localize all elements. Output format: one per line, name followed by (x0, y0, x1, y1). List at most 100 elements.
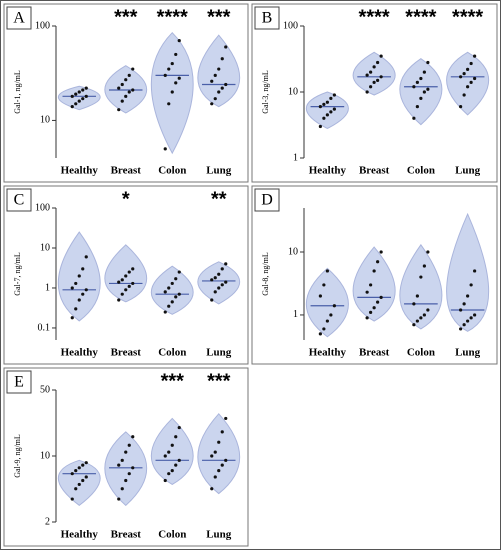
data-point (81, 463, 85, 467)
data-point (412, 85, 416, 89)
data-point (469, 283, 473, 287)
data-point (213, 450, 217, 454)
data-point (419, 96, 423, 100)
data-point (120, 487, 124, 491)
data-point (210, 454, 214, 458)
data-point (177, 39, 181, 43)
data-point (74, 307, 78, 311)
y-axis-label: Gal-1, ng/mL (13, 70, 22, 114)
violin (305, 267, 349, 338)
y-tick-label: 50 (40, 384, 50, 395)
data-point (127, 73, 131, 77)
data-point (224, 45, 228, 49)
data-point (120, 292, 124, 296)
data-point (131, 435, 135, 439)
data-point (459, 308, 463, 312)
data-point (174, 81, 178, 85)
category-label: Breast (111, 165, 142, 177)
data-point (167, 304, 171, 308)
data-point (74, 92, 78, 96)
data-point (473, 54, 477, 58)
data-point (177, 425, 181, 430)
significance-label: ** (211, 188, 227, 210)
panel: E Gal-9, ng/mL 2 10 50 Healthy Breast Colon *** L… (3, 367, 249, 547)
violin (197, 34, 241, 108)
violin (197, 413, 241, 495)
violin (150, 417, 194, 486)
data-point (70, 472, 74, 476)
data-point (210, 298, 214, 302)
category-label: Healthy (61, 165, 99, 177)
y-tick-label: 1 (293, 309, 298, 320)
data-point (167, 102, 171, 106)
data-point (117, 86, 121, 90)
data-point (379, 75, 383, 79)
data-point (220, 283, 224, 287)
violin (352, 51, 396, 96)
data-point (170, 469, 174, 473)
y-tick-label: 1 (293, 152, 298, 163)
violin (352, 246, 396, 322)
data-point (131, 67, 135, 71)
data-point (81, 88, 85, 92)
data-point (369, 310, 373, 314)
data-point (167, 67, 171, 71)
data-point (74, 102, 78, 106)
data-point (412, 323, 416, 327)
panel-letter: B (262, 10, 273, 27)
violin (399, 58, 443, 126)
data-point (332, 93, 336, 97)
data-point (163, 147, 167, 151)
data-point (163, 73, 167, 77)
data-point (376, 78, 380, 82)
data-point (167, 450, 171, 454)
data-point (419, 275, 423, 279)
data-point (415, 294, 419, 298)
panel: D Gal-8, ng/mL 1 10 Healthy Breast Colon Lung (251, 185, 498, 365)
data-point (84, 475, 88, 479)
data-point (462, 302, 466, 306)
y-tick-label: 10 (288, 246, 298, 257)
data-point (469, 80, 473, 84)
data-point (365, 316, 369, 320)
data-point (459, 327, 463, 331)
data-point (322, 116, 326, 120)
data-point (325, 100, 329, 104)
data-point (174, 295, 178, 299)
panel: A Gal-1, ng/mL 10 100 Healthy Breast *** Colon *… (3, 3, 249, 183)
data-point (459, 105, 463, 109)
data-point (77, 298, 81, 302)
data-point (124, 478, 128, 483)
data-point (325, 319, 329, 323)
data-point (174, 277, 178, 281)
data-point (127, 270, 131, 274)
data-point (224, 280, 228, 284)
significance-label: *** (114, 6, 138, 28)
data-point (462, 72, 466, 76)
data-point (70, 316, 74, 320)
data-point (131, 267, 135, 271)
data-point (422, 90, 426, 94)
data-point (329, 96, 333, 100)
data-point (127, 443, 131, 447)
data-point (422, 70, 426, 74)
violin (104, 244, 148, 303)
data-point (322, 102, 326, 106)
data-point (81, 292, 85, 296)
data-point (213, 73, 217, 77)
data-point (329, 110, 333, 114)
violin (446, 212, 490, 332)
data-point (419, 76, 423, 81)
data-point (81, 267, 85, 271)
data-point (220, 86, 224, 90)
panel-letter: E (14, 374, 24, 391)
data-point (81, 478, 85, 483)
data-point (174, 52, 178, 57)
data-point (127, 284, 131, 288)
data-point (117, 497, 121, 501)
y-axis-label: Gal-8, ng/mL (261, 252, 270, 296)
data-point (332, 107, 336, 111)
significance-label: **** (452, 6, 483, 28)
data-point (117, 108, 121, 112)
data-point (74, 469, 78, 473)
